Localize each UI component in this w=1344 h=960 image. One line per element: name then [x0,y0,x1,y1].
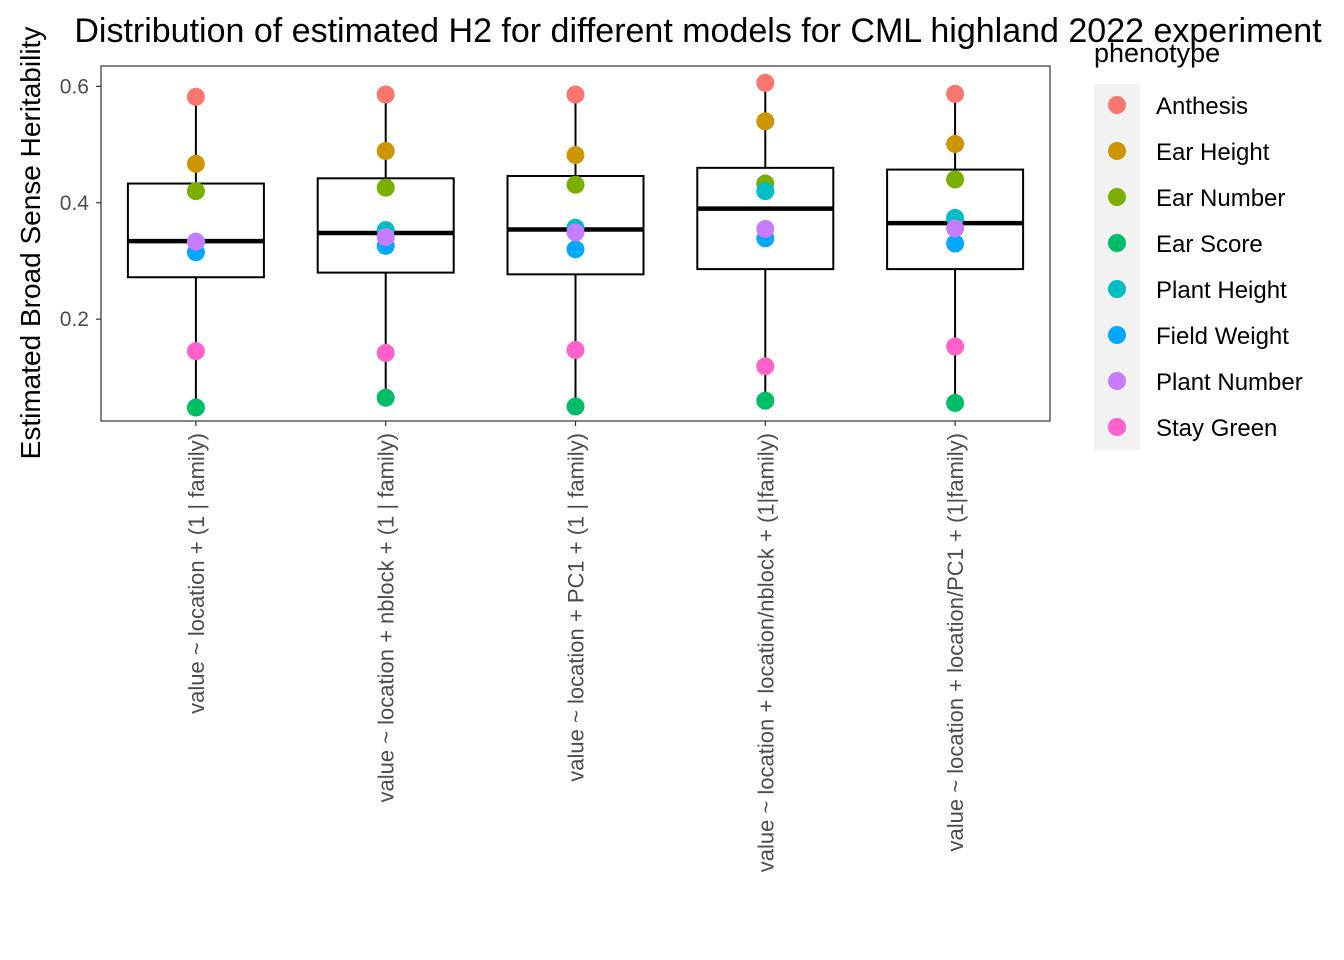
legend-label: Anthesis [1156,93,1248,120]
data-point [946,84,965,103]
data-point [186,182,205,201]
data-point [376,228,395,247]
data-point [756,357,775,376]
legend-key [1108,280,1126,298]
data-point [946,393,965,412]
x-tick-label: value ~ location + PC1 + (1 | family) [564,433,589,782]
legend-key-background [1094,84,1140,450]
data-point [946,337,965,356]
data-point [566,223,585,242]
x-axis: value ~ location + (1 | family) value ~ l… [184,421,968,872]
legend-label: Field Weight [1156,323,1289,350]
data-point [946,134,965,153]
legend-label: Plant Number [1156,369,1303,396]
legend-key [1108,372,1126,390]
legend: phenotype Anthesis Ear Height Ear Number Ea… [1094,38,1303,450]
data-point [946,170,965,189]
data-point [186,232,205,251]
data-point [376,85,395,104]
data-point [376,141,395,160]
data-point [946,219,965,238]
y-axis: 0.2 0.4 0.6 [60,75,101,331]
data-point [186,342,205,361]
data-point [186,398,205,417]
data-point [756,391,775,410]
x-tick-label: value ~ location + (1 | family) [184,433,209,714]
data-point [376,178,395,197]
y-tick-label: 0.2 [60,308,89,331]
legend-key [1108,234,1126,252]
data-point [186,87,205,106]
data-point [566,240,585,259]
y-tick-label: 0.4 [60,192,90,215]
data-point [756,182,775,201]
data-point [376,343,395,362]
legend-key [1108,326,1126,344]
legend-label: Ear Score [1156,231,1263,258]
data-point [566,397,585,416]
x-tick-label: value ~ location + nblock + (1 | family) [374,433,399,803]
data-point [756,219,775,238]
data-point [566,175,585,194]
data-point [566,85,585,104]
data-point [566,341,585,359]
y-tick-label: 0.6 [60,75,89,98]
x-tick-label: value ~ location + location/PC1 + (1|fam… [943,433,968,851]
data-point [756,112,775,131]
legend-key [1108,418,1126,436]
legend-title: phenotype [1094,38,1220,68]
legend-label: Stay Green [1156,415,1277,442]
data-point [186,154,205,173]
data-point [376,388,395,407]
data-point [566,146,585,165]
legend-key [1108,96,1126,114]
data-points [186,73,965,417]
legend-key [1108,142,1126,160]
legend-label: Plant Height [1156,277,1287,304]
legend-label: Ear Height [1156,139,1270,166]
y-axis-title: Estimated Broad Sense Heritability [15,27,46,460]
data-point [756,73,775,92]
legend-key [1108,188,1126,206]
chart-title: Distribution of estimated H2 for differe… [74,12,1322,50]
x-tick-label: value ~ location + location/nblock + (1|… [753,433,778,872]
data-point [946,234,965,253]
legend-label: Ear Number [1156,185,1285,212]
